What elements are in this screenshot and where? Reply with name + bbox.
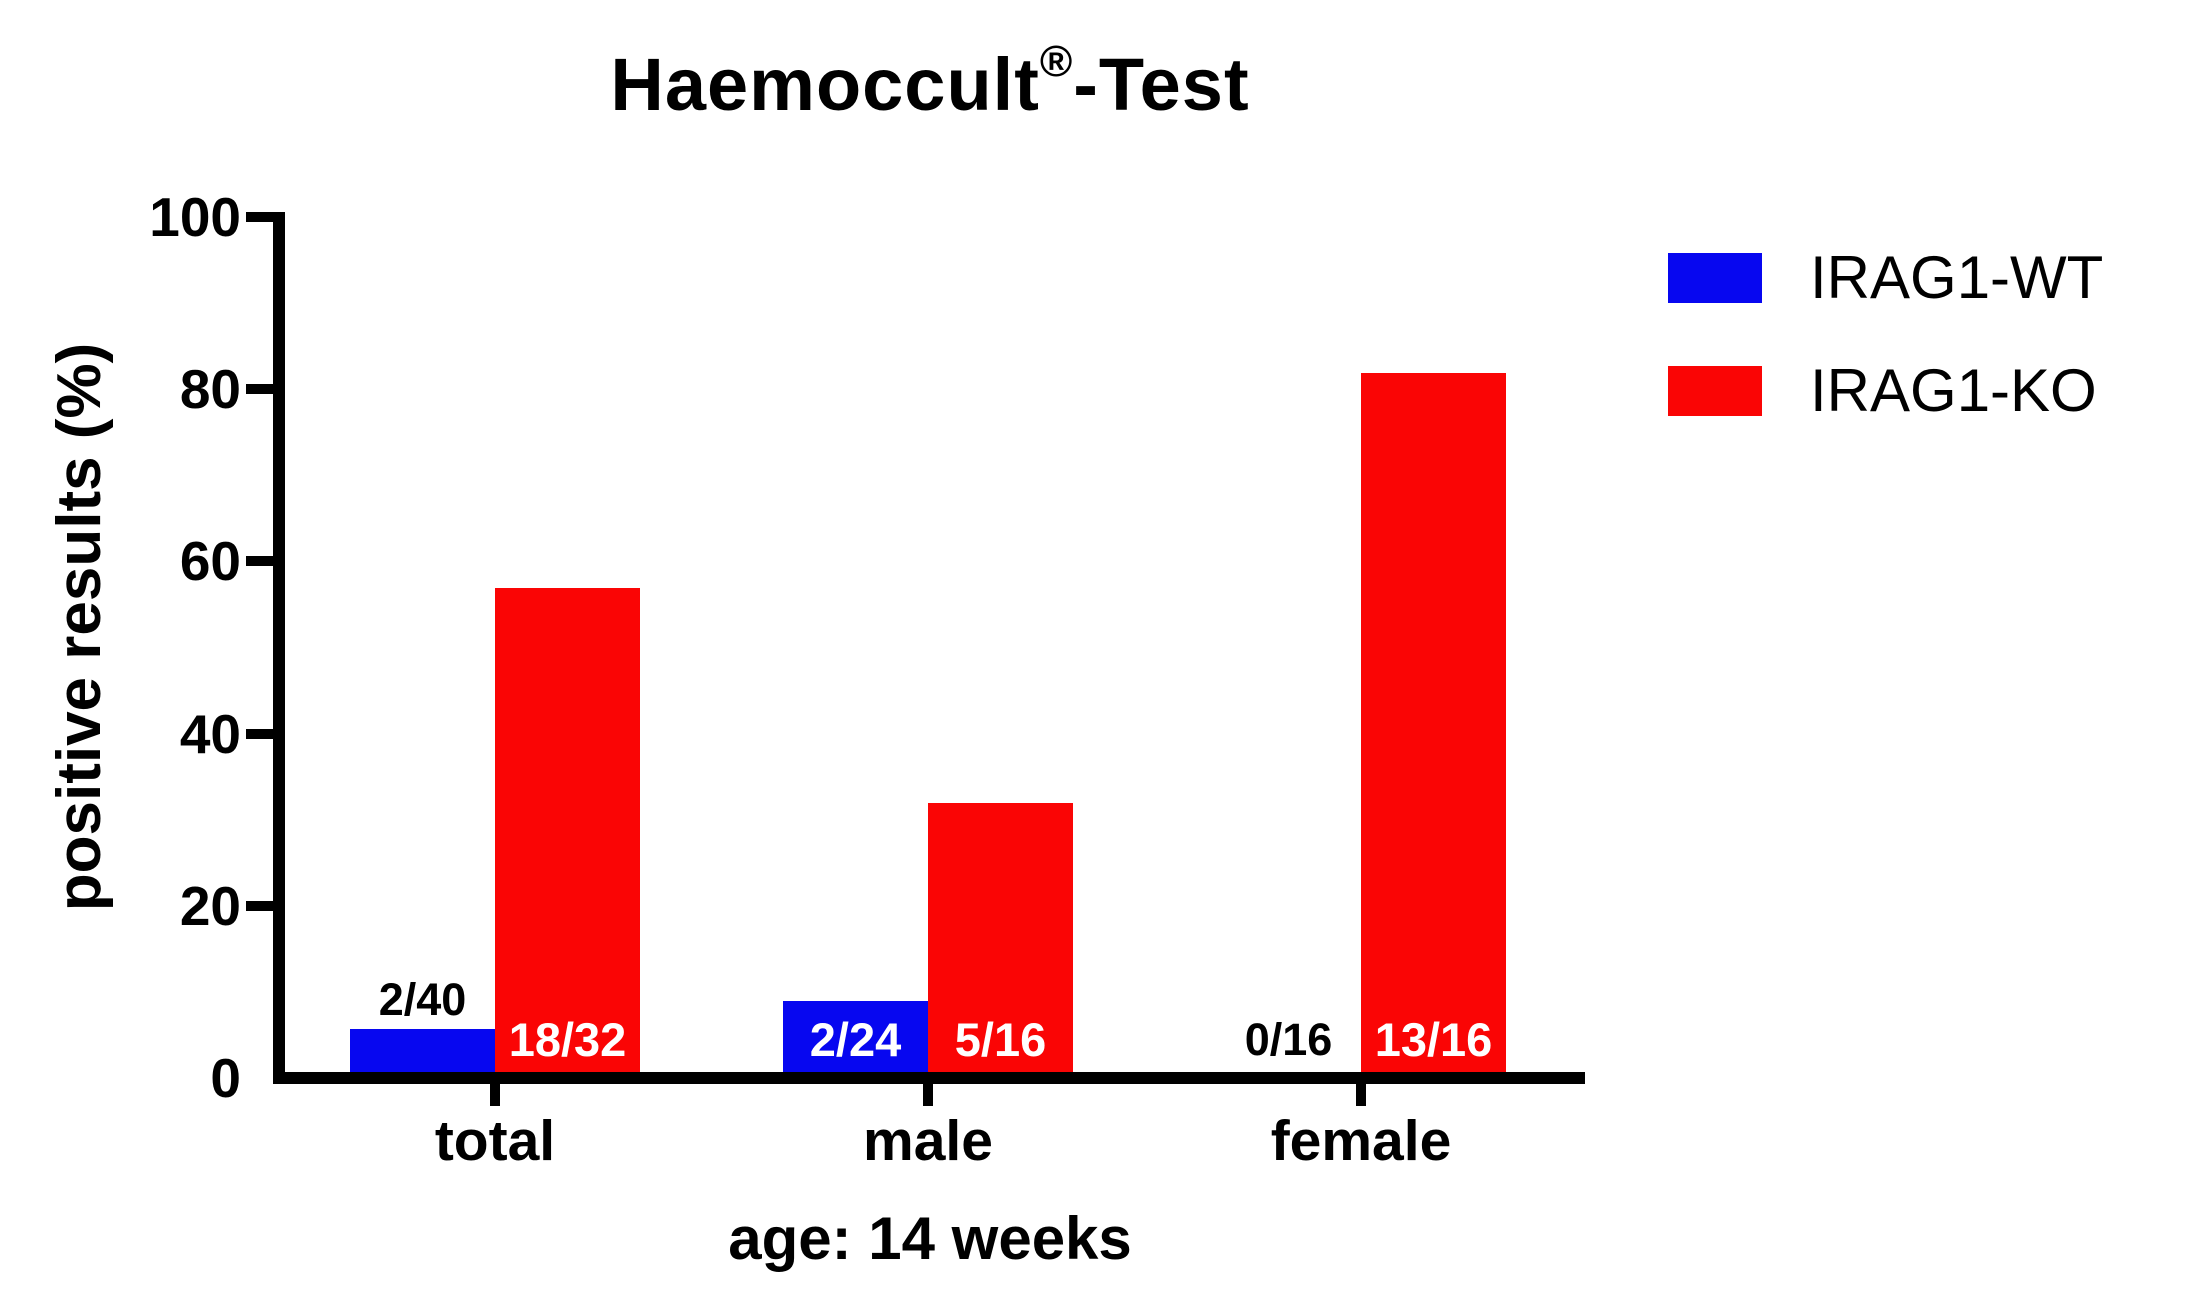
bar-value-label-irag1-wt-male: 2/24: [809, 1013, 902, 1066]
x-tick-label-male: male: [863, 1109, 993, 1173]
x-tick-label-female: female: [1270, 1109, 1452, 1173]
bar-irag1-ko-total: [495, 588, 640, 1072]
y-tick-40: [246, 729, 273, 739]
chart-title: Haemoccult®-Test: [0, 14, 1860, 133]
bar-irag1-wt-male: [783, 1001, 928, 1072]
y-tick-label-40: 40: [179, 703, 241, 765]
y-tick-100: [246, 212, 273, 222]
x-axis-title: age: 14 weeks: [728, 1205, 1132, 1272]
y-axis-line: [273, 212, 285, 1084]
registered-trademark-symbol: ®: [1039, 37, 1074, 86]
legend-label-irag1-ko: IRAG1-KO: [1810, 357, 2097, 424]
bar-value-label-irag1-wt-female: 0/16: [1244, 1014, 1333, 1065]
y-tick-label-0: 0: [210, 1047, 241, 1109]
y-tick-label-20: 20: [179, 875, 241, 937]
y-tick-label-60: 60: [179, 530, 241, 592]
y-tick-label-100: 100: [149, 186, 241, 248]
y-tick-60: [246, 556, 273, 566]
bar-value-label-irag1-ko-male: 5/16: [954, 1013, 1047, 1066]
legend-swatch-irag1-wt: [1668, 253, 1762, 303]
x-tick-female: [1356, 1084, 1366, 1106]
bar-value-label-irag1-wt-total: 2/40: [378, 974, 467, 1025]
bar-irag1-ko-male: [928, 803, 1073, 1072]
x-tick-label-total: total: [434, 1109, 556, 1173]
y-tick-20: [246, 901, 273, 911]
legend-label-irag1-wt: IRAG1-WT: [1810, 244, 2104, 311]
bar-irag1-wt-total: [350, 1029, 495, 1072]
bar-value-label-irag1-ko-total: 18/32: [508, 1013, 627, 1066]
y-tick-label-80: 80: [179, 358, 241, 420]
x-tick-total: [490, 1084, 500, 1106]
chart-title-suffix: -Test: [1073, 43, 1250, 126]
bar-irag1-ko-female: [1361, 373, 1506, 1072]
bar-value-label-irag1-ko-female: 13/16: [1374, 1013, 1493, 1066]
y-tick-80: [246, 384, 273, 394]
legend-swatch-irag1-ko: [1668, 366, 1762, 416]
chart-title-main: Haemoccult: [610, 43, 1040, 126]
x-axis-line: [273, 1072, 1585, 1084]
x-tick-male: [923, 1084, 933, 1106]
